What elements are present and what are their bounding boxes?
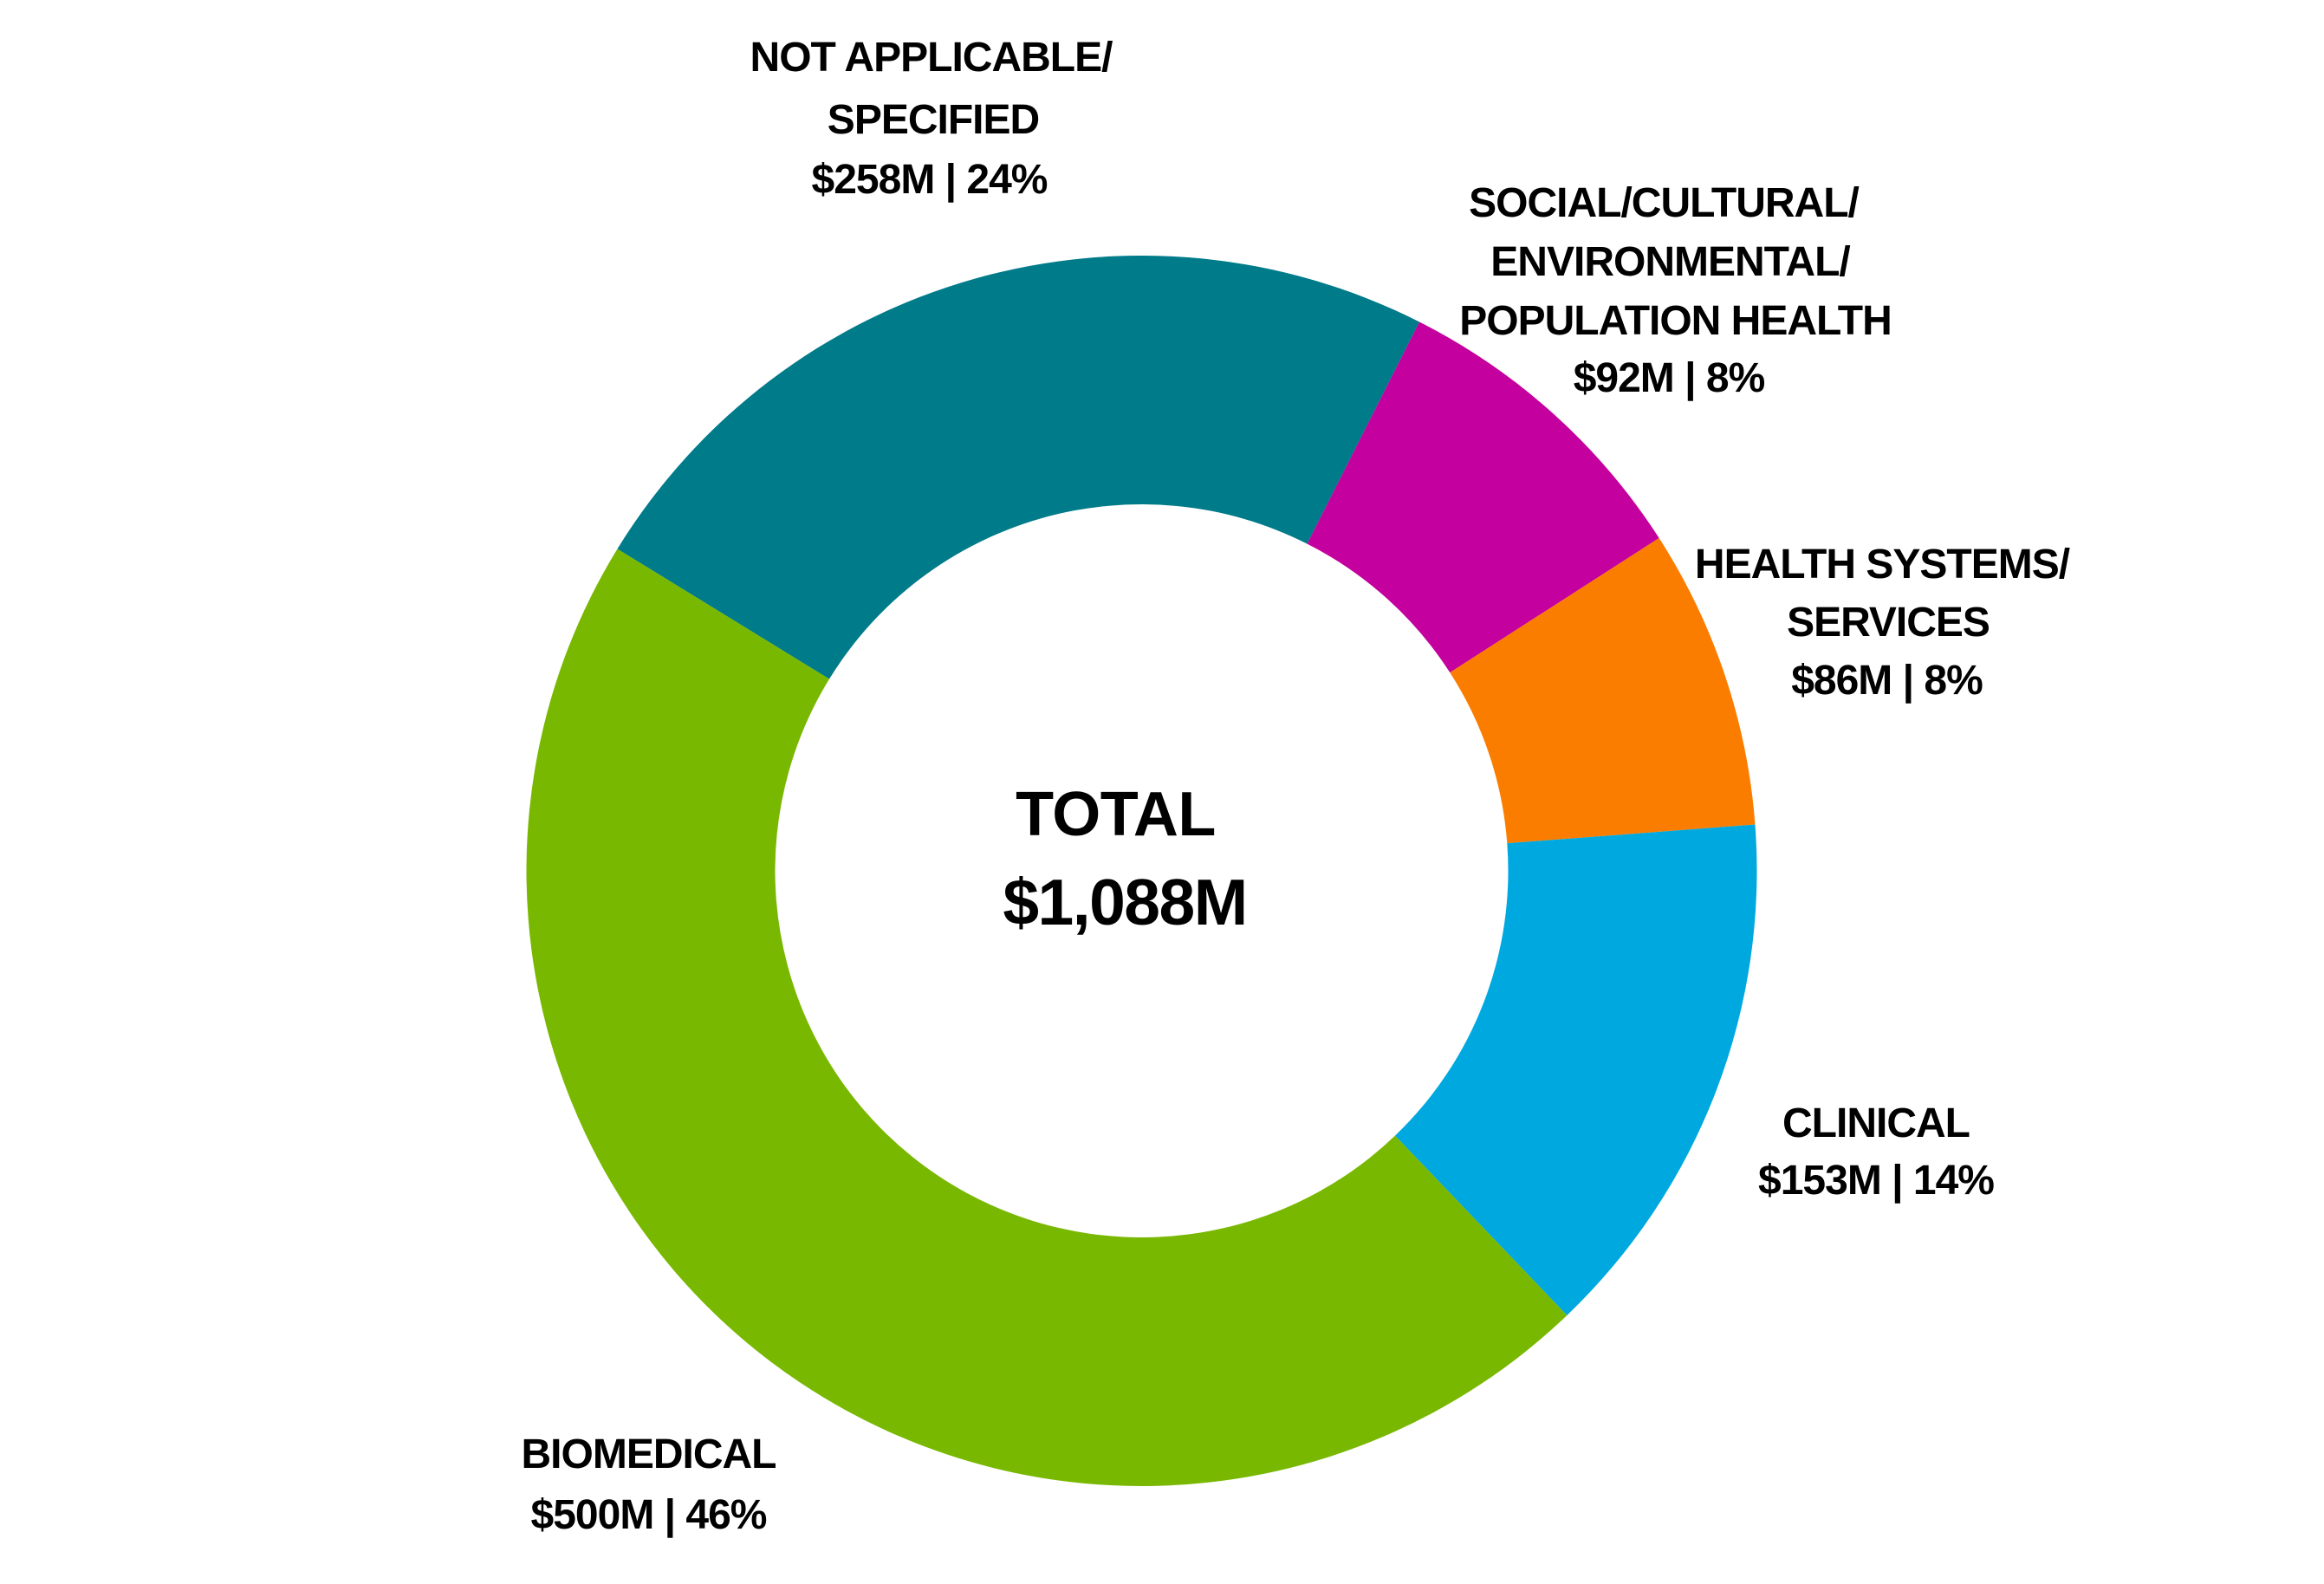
svg-text:ENVIRONMENTAL/: ENVIRONMENTAL/	[1490, 239, 1850, 285]
svg-text:SERVICES: SERVICES	[1787, 600, 1990, 646]
svg-text:NOT APPLICABLE/: NOT APPLICABLE/	[750, 35, 1113, 81]
svg-text:HEALTH SYSTEMS/: HEALTH SYSTEMS/	[1695, 542, 2070, 588]
svg-text:$153M | 14%: $153M | 14%	[1758, 1158, 1994, 1204]
svg-text:POPULATION HEALTH: POPULATION HEALTH	[1459, 298, 1892, 344]
svg-text:$1,088M: $1,088M	[1003, 866, 1246, 938]
svg-text:SPECIFIED: SPECIFIED	[828, 97, 1039, 143]
svg-text:$500M | 46%: $500M | 46%	[531, 1492, 767, 1538]
svg-text:TOTAL: TOTAL	[1016, 780, 1216, 849]
svg-text:CLINICAL: CLINICAL	[1782, 1100, 1970, 1146]
svg-text:$92M | 8%: $92M | 8%	[1574, 355, 1765, 401]
svg-text:BIOMEDICAL: BIOMEDICAL	[522, 1431, 776, 1477]
svg-text:$258M | 24%: $258M | 24%	[812, 157, 1048, 203]
svg-text:SOCIAL/CULTURAL/: SOCIAL/CULTURAL/	[1469, 180, 1859, 226]
svg-text:$86M | 8%: $86M | 8%	[1791, 658, 1983, 704]
